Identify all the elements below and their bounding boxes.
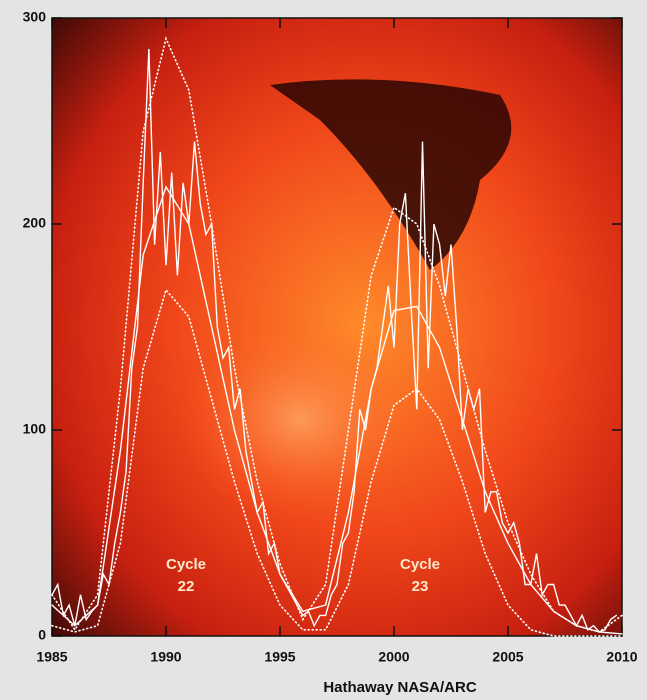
x-tick-label: 1985 (36, 649, 67, 665)
bound-curve (51, 288, 623, 637)
coronal-hole (270, 79, 512, 270)
y-tick-label: 0 (38, 627, 46, 643)
x-tick-label: 2005 (492, 649, 523, 665)
y-tick-label: 200 (23, 215, 47, 231)
data-line (51, 185, 623, 635)
y-tick-label: 300 (23, 9, 47, 25)
annotation: 22 (178, 578, 195, 595)
x-tick-label: 2000 (378, 649, 409, 665)
sun-bright-region (180, 320, 420, 520)
y-tick-label: 100 (23, 421, 47, 437)
x-tick-label: 2010 (606, 649, 637, 665)
plot-frame (51, 17, 623, 637)
annotation: Cycle (166, 556, 206, 573)
annotation: 23 (412, 578, 429, 595)
data-line (51, 48, 617, 633)
x-tick-label: 1990 (150, 649, 181, 665)
bound-curve (51, 36, 623, 633)
annotation: Cycle (400, 556, 440, 573)
x-tick-label: 1995 (264, 649, 295, 665)
credit: Hathaway NASA/ARC (323, 679, 477, 696)
